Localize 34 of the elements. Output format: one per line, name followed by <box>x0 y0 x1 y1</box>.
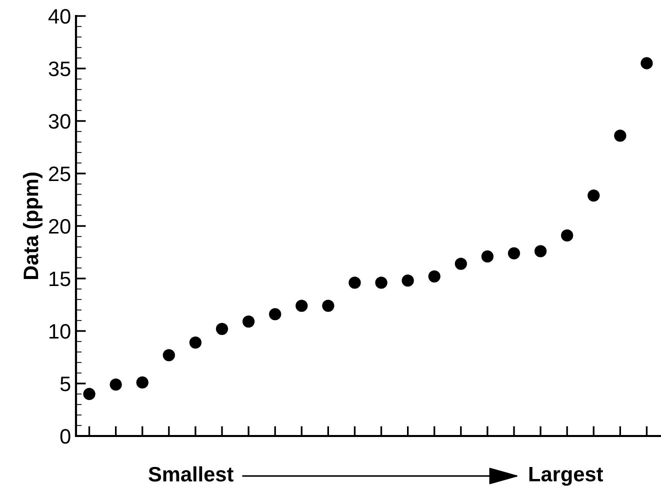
point <box>375 276 388 289</box>
text: Largest <box>529 466 603 486</box>
point <box>242 315 255 328</box>
point <box>216 322 228 335</box>
point <box>614 130 626 142</box>
point <box>534 245 547 258</box>
y-tick-label: 10 <box>50 324 70 339</box>
y-tick-label: 15 <box>50 272 70 286</box>
y-tick-label: 30 <box>48 114 70 129</box>
y-tick-label: 40 <box>48 9 70 24</box>
point <box>561 229 574 242</box>
y-axis-title: Data (ppm) <box>22 172 42 279</box>
point <box>322 300 334 312</box>
point <box>454 258 467 270</box>
point <box>508 247 520 260</box>
text: Smallest <box>148 466 234 482</box>
point <box>269 308 282 320</box>
point <box>640 57 653 70</box>
y-tick-label: 25 <box>49 166 70 182</box>
point <box>428 270 440 282</box>
point <box>110 378 122 391</box>
point <box>588 189 600 202</box>
point <box>189 336 202 349</box>
point <box>296 300 308 312</box>
y-tick-label: 35 <box>48 62 70 76</box>
y-tick-label: 0 <box>60 429 70 444</box>
point <box>481 250 494 263</box>
point <box>402 274 414 287</box>
y-tick-label: 20 <box>49 219 70 234</box>
point <box>348 276 361 289</box>
point <box>162 349 175 362</box>
point <box>83 388 96 400</box>
y-tick-label: 5 <box>60 376 70 392</box>
point <box>136 376 148 389</box>
